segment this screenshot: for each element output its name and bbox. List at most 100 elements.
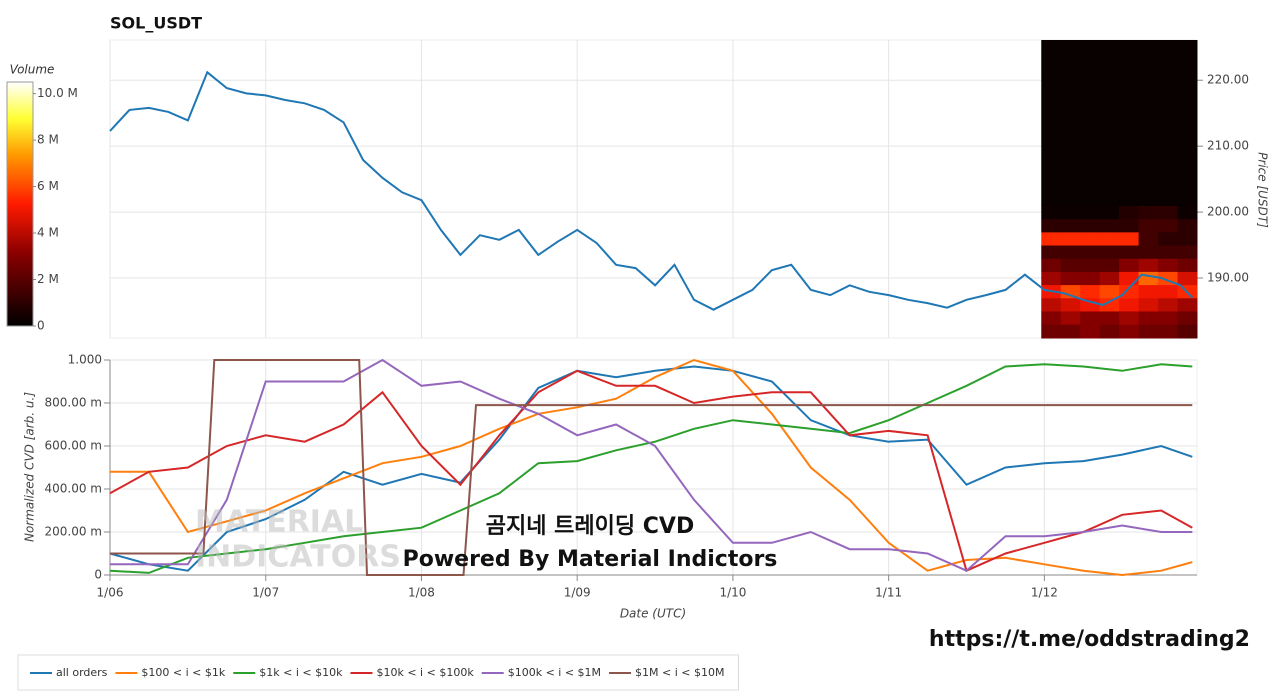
x-tick-label: 1/11 [875,586,902,600]
heatmap-cell [1041,324,1062,339]
heatmap-cell [1177,231,1198,246]
heatmap-cell [1138,218,1159,233]
heatmap-cell [1099,258,1120,272]
heatmap-cell [1138,324,1159,339]
heatmap-cell [1060,40,1081,206]
heatmap-cell [1119,297,1140,312]
y-tick-label: 600.00 m [45,439,103,453]
heatmap-cell [1158,205,1179,220]
heatmap-cell [1060,271,1081,286]
heatmap-cell [1060,297,1081,312]
heatmap-cell [1041,40,1062,206]
y-tick-label: 200.00 m [45,525,103,539]
y-tick-label: 220.00 [1207,73,1249,87]
heatmap-cell [1119,310,1140,325]
heatmap-cell [1138,258,1159,272]
y-tick-label: 190.00 [1207,271,1249,285]
series-line [109,369,1193,573]
plot-area [109,39,1198,339]
y-tick-label: 400.00 m [45,482,103,496]
x-tick-label: 1/12 [1031,586,1058,600]
heatmap-cell [1138,284,1159,299]
heatmap-cell [1080,40,1101,206]
heatmap-cell [1099,40,1120,206]
heatmap-cell [1080,324,1101,339]
y-tick-label: 210.00 [1207,139,1249,153]
heatmap-cell [1080,310,1101,325]
legend-label: $1M < i < $10M [635,666,724,679]
heatmap-cell [1099,310,1120,325]
heatmap-cell [1158,40,1179,206]
heatmap-cell [1177,324,1198,339]
heatmap-cell [1138,245,1159,259]
heatmap-cell [1138,205,1159,220]
heatmap-cell [1099,324,1120,339]
heatmap-cell [1060,218,1081,233]
heatmap-cell [1158,231,1179,246]
heatmap-cell [1119,324,1140,339]
legend-label: $10k < i < $100k [376,666,474,679]
colorbar-tick-label: 2 M [37,272,59,286]
heatmap-cell [1041,205,1062,220]
heatmap-cell [1041,258,1062,272]
heatmap-cell [1060,258,1081,272]
y-tick-label: 0 [94,568,102,582]
heatmap-cell [1099,245,1120,259]
heatmap-cell [1177,205,1198,220]
watermark: MATERIAL [195,505,363,540]
heatmap-cell [1138,231,1159,246]
legend: all orders $100 < i < $1k $1k < i < $10k $1… [17,654,739,691]
x-axis-label: Date (UTC) [620,607,686,621]
heatmap-cell [1041,297,1062,312]
legend-label: $100 < i < $1k [141,666,225,679]
heatmap-cell [1177,245,1198,259]
heatmap-cell [1080,258,1101,272]
heatmap-cell [1080,218,1101,233]
heatmap-cell [1060,310,1081,325]
heatmap-cell [1041,310,1062,325]
legend-label: all orders [56,666,108,679]
colorbar-tick-label: 10.0 M [37,86,78,100]
heatmap-cell [1158,324,1179,339]
heatmap-cell [1099,205,1120,220]
colorbar-tick-label: 8 M [37,133,59,147]
series-line [110,358,1193,577]
heatmap-cell [1177,258,1198,272]
heatmap-cell [1080,284,1101,299]
series-line [110,359,1193,576]
heatmap-cell [1080,231,1101,246]
heatmap-cell [1138,310,1159,325]
y-axis-label: Price [USDT] [1256,152,1270,228]
heatmap-cell [1041,245,1062,259]
heatmap-cell [1080,205,1101,220]
heatmap-cell [1138,271,1159,286]
y-tick-label: 800.00 m [45,396,103,410]
colorbar-title: Volume [10,63,55,77]
heatmap-cell [1080,245,1101,259]
heatmap-cell [1099,271,1120,286]
overlay-text: 곰지네 트레이딩 CVD [486,514,694,539]
heatmap-cell [1099,218,1120,233]
heatmap-cell [1060,245,1081,259]
heatmap-cell [1158,218,1179,233]
watermark: INDICATORS [195,540,401,575]
colorbar-tick-label: 6 M [37,179,59,193]
heatmap-cell [1177,310,1198,325]
heatmap-cell [1099,297,1120,312]
heatmap-cell [1119,271,1140,286]
heatmap-cell [1177,218,1198,233]
heatmap-cell [1138,40,1159,206]
y-tick-label: 1.000 [68,353,102,367]
heatmap-cell [1060,231,1081,246]
x-tick-label: 1/07 [252,586,279,600]
heatmap-cell [1080,271,1101,286]
heatmap-cell [1060,324,1081,339]
heatmap-cell [1060,205,1081,220]
heatmap-cell [1041,218,1062,233]
heatmap-cell [1119,40,1140,206]
x-tick-label: 1/10 [719,586,746,600]
legend-label: $100k < i < $1M [508,666,601,679]
heatmap-cell [1119,245,1140,259]
heatmap-cell [1177,40,1198,206]
